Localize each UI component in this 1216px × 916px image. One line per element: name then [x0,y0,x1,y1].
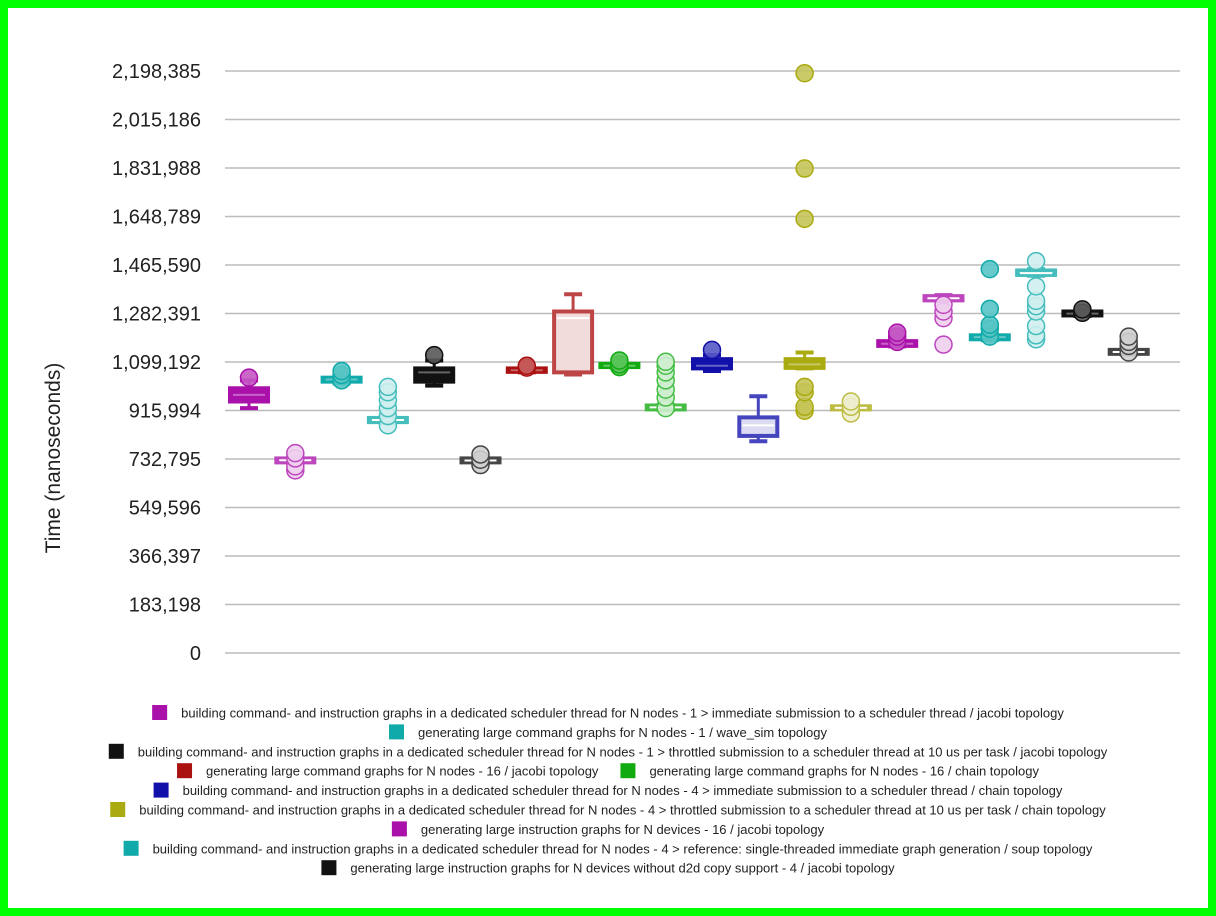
legend-entry: building command- and instruction graphs… [110,802,1106,818]
y-tick-label: 1,099,192 [112,352,201,374]
box-rect [737,415,780,438]
box-series-10-2 [1107,327,1150,362]
outlier-point [841,392,861,411]
outlier-point [610,351,629,370]
legend-label: generating large command graphs for N no… [418,725,827,740]
outlier-point [1073,300,1092,319]
outlier-point [980,259,1000,279]
box-series-7-1 [783,63,826,421]
legend-label: building command- and instruction graphs… [183,783,1063,798]
box-series-3-2 [459,445,502,475]
y-tick-label: 732,795 [129,449,201,471]
box-rect [691,357,733,371]
y-tick-label: 366,397 [129,546,201,568]
box-series-4-2 [552,292,595,377]
y-tick-label: 915,994 [129,400,201,422]
outlier-point [887,323,907,342]
legend-label: building command- and instruction graphs… [139,803,1106,818]
y-axis-tick-labels: 0 183,198 366,397 549,596 732,795 915,994 1,09… [112,61,201,665]
outlier-point [795,209,814,229]
outlier-point [332,361,351,381]
legend: building command- and instruction graphs… [108,705,1108,876]
outlier-point [656,352,675,372]
box-rect [413,366,456,384]
legend-swatch [391,821,407,837]
box-series-8-2 [922,293,965,354]
box-series-4-1 [505,356,548,377]
outlier-point [1026,251,1046,271]
outlier-point [795,63,814,83]
y-tick-label: 549,596 [129,498,201,520]
legend-label: building command- and instruction graphs… [153,841,1093,856]
y-tick-label: 1,648,789 [112,206,201,228]
outlier-point [934,295,953,315]
grid-lines [225,70,1180,654]
legend-swatch [177,763,193,779]
legend-swatch [321,860,337,876]
legend-entry: building command- and instruction graphs… [152,705,1064,721]
legend-entry: building command- and instruction graphs… [123,840,1093,856]
outlier-point [471,445,490,464]
outlier-point [980,299,1000,319]
outlier-point [424,345,444,365]
box-rect [552,309,595,375]
box-series-6-1 [691,340,733,374]
box-series-2-1 [320,361,363,390]
outlier-point [702,340,722,360]
legend-entry: generating large instruction graphs for … [321,860,895,876]
y-axis-title: Time (nanoseconds) [42,363,65,554]
box-series-6-2 [737,394,780,444]
outlier-point [286,443,305,463]
outlier-point [795,377,814,397]
y-tick-label: 183,198 [129,595,201,617]
y-tick-label: 2,015,186 [112,110,201,132]
legend-label: generating large instruction graphs for … [421,822,825,837]
box-series-9-1 [968,259,1011,346]
legend-entry: building command- and instruction graphs… [108,743,1108,759]
legend-entry: generating large instruction graphs for … [391,821,825,837]
box-series-5-1 [598,351,641,377]
box-series-10-1 [1061,300,1104,323]
outlier-point [934,335,953,354]
box-series-5-2 [644,352,687,418]
legend-entry: generating large command graphs for N no… [620,763,1039,779]
outlier-point [378,377,398,397]
outlier-point [1119,327,1138,346]
box-series-1-1 [228,368,270,411]
legend-label: building command- and instruction graphs… [181,706,1064,721]
outlier-point [239,368,259,387]
box-series-1-2 [274,443,317,480]
y-tick-label: 1,831,988 [112,158,201,180]
legend-swatch [152,705,168,720]
legend-entry: generating large command graphs for N no… [389,724,827,740]
y-tick-label: 0 [190,643,201,665]
outlier-point [1026,277,1046,296]
legend-label: building command- and instruction graphs… [138,744,1108,759]
box-series-3-1 [413,345,456,388]
legend-label: generating large instruction graphs for … [350,861,895,876]
legend-swatch [153,782,169,798]
outlier-point [795,159,814,178]
legend-swatch [123,840,139,856]
y-tick-label: 2,198,385 [112,61,201,83]
y-tick-label: 1,465,590 [112,255,201,277]
legend-swatch [389,724,404,740]
legend-entry: generating large command graphs for N no… [177,763,599,779]
box-series-9-2 [1015,251,1058,349]
legend-swatch [620,763,636,779]
outlier-point [517,356,537,376]
box-series-2-2 [366,377,409,435]
y-tick-label: 1,282,391 [112,304,201,326]
legend-entry: building command- and instruction graphs… [153,782,1063,798]
legend-swatch [110,802,126,817]
legend-label: generating large command graphs for N no… [206,764,599,779]
outlier-point [980,315,1000,334]
plot-area [228,63,1150,480]
box-series-7-2 [829,392,872,423]
legend-swatch [108,743,124,759]
legend-label: generating large command graphs for N no… [649,764,1039,779]
box-series-8-1 [876,323,919,352]
